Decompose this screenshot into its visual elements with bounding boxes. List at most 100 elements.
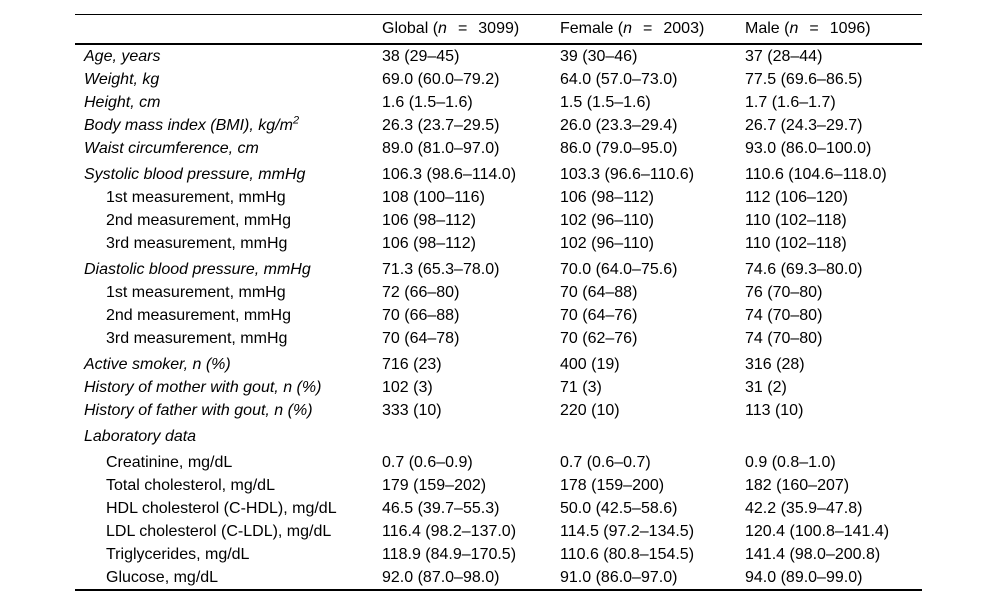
equals-sign: = [457,19,468,37]
table-row: Triglycerides, mg/dL 118.9 (84.9–170.5) 11… [75,543,922,566]
row-label-text: Laboratory data [84,427,197,445]
cell-value: 74.6 (69.3–80.0) [745,260,863,278]
cell-value: 0.9 (0.8–1.0) [745,453,836,471]
cell-value: 26.7 (24.3–29.7) [745,116,863,134]
cell-value: 71 (3) [560,378,602,396]
cell-value: 112 (106–120) [745,188,848,206]
cell-value: 116.4 (98.2–137.0) [382,522,517,540]
row-label-text: History of father with gout, n (%) [84,401,313,419]
cell-value: 71.3 (65.3–78.0) [382,260,500,278]
cell-value: 69.0 (60.0–79.2) [382,70,500,88]
cell-value: 103.3 (96.6–110.6) [560,165,695,183]
cell-value: 74 (70–80) [745,306,823,324]
table-row: 1st measurement, mmHg 108 (100–116) 106 (9… [75,186,922,209]
cell-value: 113 (10) [745,401,804,419]
cell-value: 89.0 (81.0–97.0) [382,139,500,157]
cell-value: 106.3 (98.6–114.0) [382,165,517,183]
cell-value: 102 (96–110) [560,211,654,229]
row-label: Creatinine, mg/dL [75,448,382,474]
cell-value: 120.4 (100.8–141.4) [745,522,890,540]
cell-value: 70 (64–78) [382,329,460,347]
column-header-count: 2003) [663,19,705,37]
cell-value: 106 (98–112) [382,211,476,229]
cell-value: 110 (102–118) [745,234,847,252]
cell-value: 141.4 (98.0–200.8) [745,545,881,563]
row-label: 3rd measurement, mmHg [75,232,382,255]
column-header-count: 3099) [478,19,520,37]
cell-value: 0.7 (0.6–0.9) [382,453,473,471]
column-header-text: Female ( [560,19,624,37]
cell-value: 39 (30–46) [560,47,638,65]
row-label-text: Active smoker, n (%) [84,355,231,373]
row-label: Laboratory data [75,422,382,448]
cell-value: 77.5 (69.6–86.5) [745,70,863,88]
cell-value: 76 (70–80) [745,283,823,301]
row-label: Triglycerides, mg/dL [75,543,382,566]
row-label: Total cholesterol, mg/dL [75,474,382,497]
row-label: History of father with gout, n (%) [75,399,382,422]
table-row: 2nd measurement, mmHg 70 (66–88) 70 (64–76… [75,304,922,327]
row-label-text: Body mass index (BMI), kg/m [84,116,293,134]
cell-value: 1.7 (1.6–1.7) [745,93,836,111]
table-row: 1st measurement, mmHg 72 (66–80) 70 (64–88… [75,281,922,304]
cell-value: 70 (64–88) [560,283,638,301]
table-row: 3rd measurement, mmHg 106 (98–112) 102 (96… [75,232,922,255]
cell-value: 86.0 (79.0–95.0) [560,139,678,157]
cell-value: 333 (10) [382,401,442,419]
cell-value: 64.0 (57.0–73.0) [560,70,678,88]
row-label: LDL cholesterol (C-LDL), mg/dL [75,520,382,543]
cell-value: 102 (96–110) [560,234,654,252]
row-label-text: Age, years [84,47,161,65]
row-label: 2nd measurement, mmHg [75,209,382,232]
cell-value: 110.6 (104.6–118.0) [745,165,887,183]
row-label-text: Creatinine, mg/dL [106,453,233,471]
row-label-text: History of mother with gout, n (%) [84,378,322,396]
column-header-text: Global ( [382,19,439,37]
row-label: 2nd measurement, mmHg [75,304,382,327]
table-body: Age, years 38 (29–45) 39 (30–46) 37 (28–44)… [75,44,922,590]
cell-value: 400 (19) [560,355,620,373]
cell-value: 316 (28) [745,355,805,373]
cell-value: 118.9 (84.9–170.5) [382,545,517,563]
row-label: Glucose, mg/dL [75,566,382,590]
cell-value: 220 (10) [560,401,620,419]
row-label: Body mass index (BMI), kg/m2 [75,114,382,137]
table-row: Creatinine, mg/dL 0.7 (0.6–0.9) 0.7 (0.6–0… [75,448,922,474]
row-label-text: 3rd measurement, mmHg [106,234,288,252]
column-header-text: Male ( [745,19,790,37]
cell-value: 716 (23) [382,355,442,373]
cell-value: 0.7 (0.6–0.7) [560,453,651,471]
cell-value: 93.0 (86.0–100.0) [745,139,872,157]
table-header-row: Global (n = 3099) Female (n = 2003) Male (n =… [75,14,922,44]
cell-value: 91.0 (86.0–97.0) [560,568,678,586]
row-label: Weight, kg [75,68,382,91]
cell-value [382,422,560,448]
column-header-count: 1096) [829,19,871,37]
cell-value: 1.6 (1.5–1.6) [382,93,473,111]
cell-value: 38 (29–45) [382,47,460,65]
cell-value: 108 (100–116) [382,188,485,206]
row-label-text: Height, cm [84,93,161,111]
n-variable: n [438,19,447,37]
cell-value: 110 (102–118) [745,211,847,229]
table-row: Height, cm 1.6 (1.5–1.6) 1.5 (1.5–1.6) 1.7 … [75,91,922,114]
cell-value: 179 (159–202) [382,476,487,494]
row-label-superscript: 2 [292,114,300,127]
table-row: Total cholesterol, mg/dL 179 (159–202) 178… [75,474,922,497]
row-label: History of mother with gout, n (%) [75,376,382,399]
row-label-text: 1st measurement, mmHg [106,283,286,301]
table-row: Weight, kg 69.0 (60.0–79.2) 64.0 (57.0–73.… [75,68,922,91]
cell-value: 46.5 (39.7–55.3) [382,499,500,517]
cell-value: 94.0 (89.0–99.0) [745,568,863,586]
row-label: Height, cm [75,91,382,114]
demographics-table: Global (n = 3099) Female (n = 2003) Male (n =… [75,14,922,591]
cell-value: 31 (2) [745,378,787,396]
cell-value: 106 (98–112) [382,234,476,252]
table-row: History of father with gout, n (%) 333 (1… [75,399,922,422]
cell-value: 106 (98–112) [560,188,654,206]
cell-value: 110.6 (80.8–154.5) [560,545,695,563]
row-label: 1st measurement, mmHg [75,281,382,304]
row-label-text: 2nd measurement, mmHg [106,306,291,324]
equals-sign: = [809,19,819,37]
cell-value: 70.0 (64.0–75.6) [560,260,678,278]
